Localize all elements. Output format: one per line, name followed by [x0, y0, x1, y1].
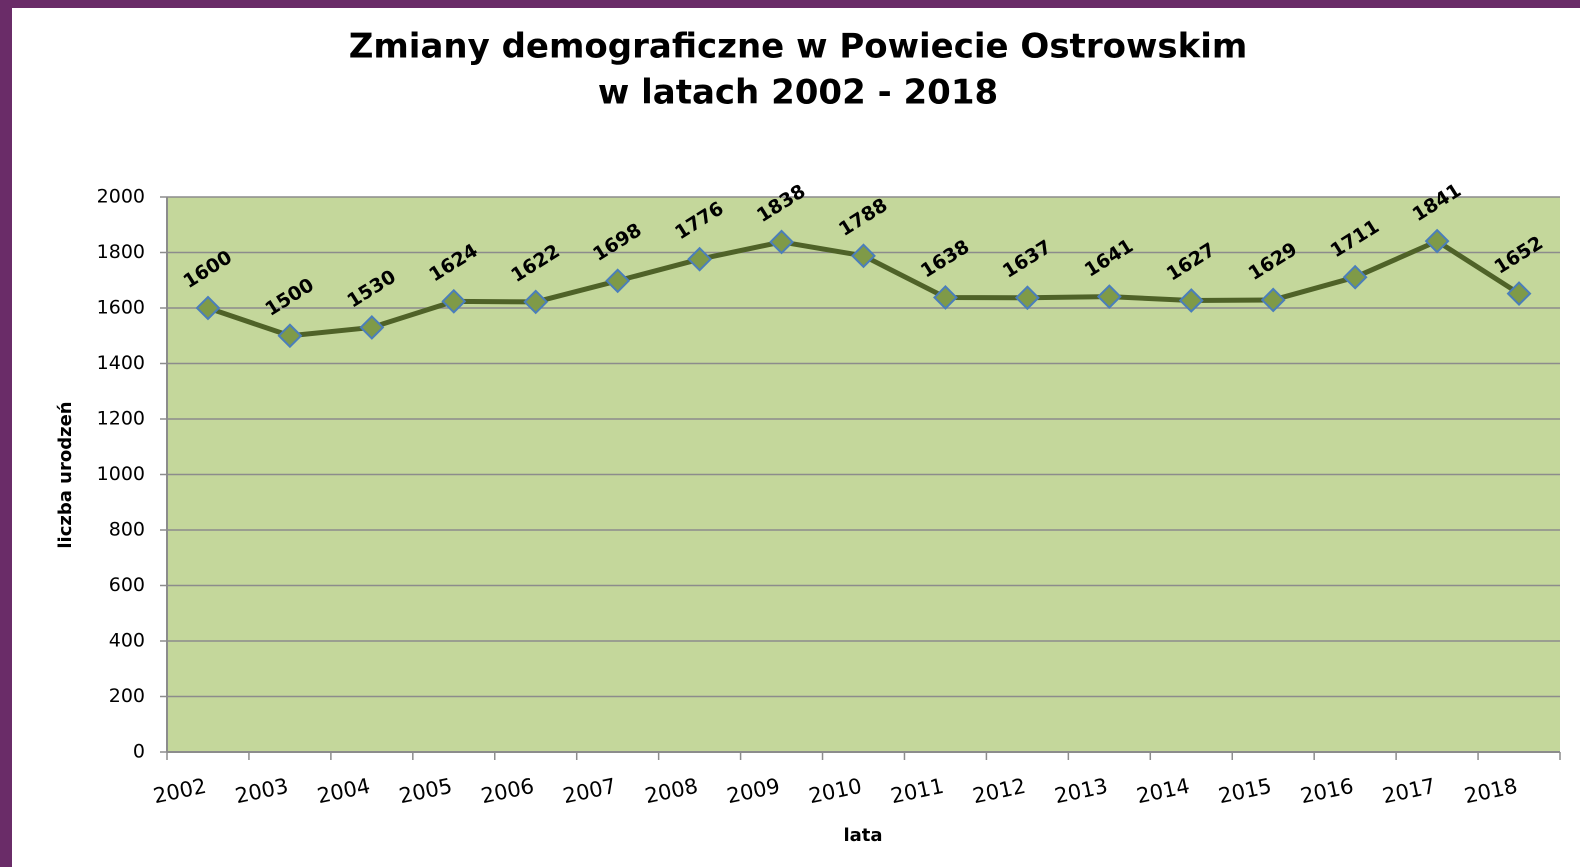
- y-tick-label: 200: [109, 685, 145, 707]
- y-tick-label: 0: [133, 741, 145, 763]
- y-tick-label: 600: [109, 574, 145, 596]
- marker: [769, 229, 794, 255]
- chart-title: w latach 2002 - 2018: [598, 73, 998, 113]
- frame-left: [0, 0, 12, 867]
- y-tick-label: 1400: [97, 352, 145, 374]
- y-tick-label: 1800: [97, 241, 145, 263]
- marker: [1014, 285, 1040, 311]
- y-tick-label: 2000: [97, 186, 145, 208]
- marker: [687, 246, 713, 272]
- marker: [933, 285, 958, 310]
- chart-title: Zmiany demograficzne w Powiecie Ostrowsk…: [349, 27, 1248, 67]
- y-tick-label: 1200: [97, 408, 145, 430]
- y-tick-label: 400: [109, 630, 145, 652]
- marker: [195, 295, 221, 321]
- y-axis-label: liczba urodzeń: [55, 401, 76, 548]
- marker: [1096, 284, 1122, 310]
- frame-top: [0, 0, 1580, 8]
- marker: [851, 243, 876, 269]
- marker: [441, 288, 467, 314]
- marker: [277, 323, 303, 349]
- marker: [1506, 281, 1532, 306]
- y-tick-label: 1600: [97, 297, 145, 319]
- marker: [1260, 287, 1286, 313]
- y-tick-label: 1000: [97, 463, 145, 485]
- marker: [1424, 228, 1450, 254]
- x-axis-label: lata: [843, 825, 882, 846]
- marker: [359, 315, 385, 340]
- marker: [605, 268, 631, 294]
- marker: [523, 289, 549, 315]
- y-tick-label: 800: [109, 519, 145, 541]
- marker: [1342, 264, 1368, 290]
- marker: [1178, 288, 1204, 313]
